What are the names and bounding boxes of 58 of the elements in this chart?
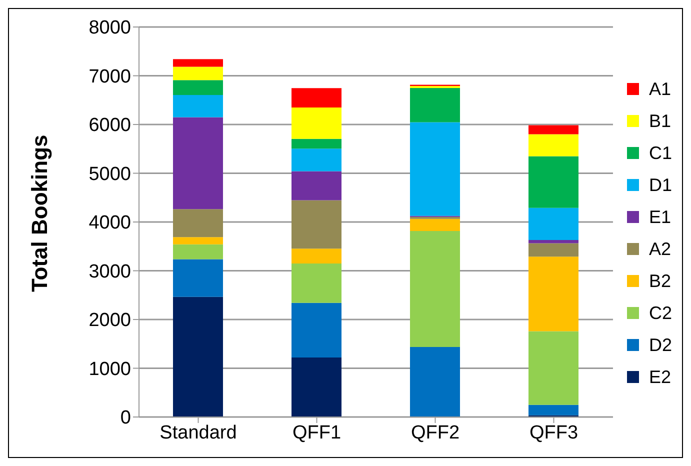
y-tick-label: 6000 bbox=[88, 115, 131, 136]
x-tick-label: Standard bbox=[160, 422, 237, 444]
bar bbox=[291, 248, 342, 264]
bar bbox=[291, 171, 342, 200]
bar bbox=[291, 302, 342, 358]
y-tick-label: 5000 bbox=[88, 164, 131, 185]
bar bbox=[291, 358, 342, 417]
bar bbox=[173, 95, 223, 118]
legend-label: E2 bbox=[648, 366, 672, 388]
bar bbox=[528, 240, 578, 244]
bar bbox=[291, 88, 342, 108]
x-tick-label: QFF3 bbox=[529, 422, 578, 444]
y-tick-label: 8000 bbox=[88, 18, 131, 39]
bar bbox=[410, 88, 460, 122]
bar bbox=[528, 208, 578, 240]
bar bbox=[410, 218, 460, 232]
y-tick-label: 4000 bbox=[88, 212, 131, 234]
bar bbox=[173, 259, 223, 297]
legend-label: A1 bbox=[648, 78, 672, 100]
x-tick-label: QFF2 bbox=[410, 422, 460, 444]
legend-label: B1 bbox=[648, 110, 672, 132]
y-tick-label: 3000 bbox=[88, 261, 131, 282]
bar bbox=[410, 122, 460, 216]
y-tick-label: 0 bbox=[120, 408, 131, 429]
bar bbox=[528, 125, 578, 134]
legend-label: A2 bbox=[648, 238, 672, 260]
bar bbox=[173, 80, 223, 96]
legend-label: C2 bbox=[648, 302, 672, 324]
bar bbox=[173, 209, 223, 238]
bar bbox=[291, 200, 342, 249]
legend-label: D1 bbox=[648, 174, 672, 196]
y-tick-label: 1000 bbox=[88, 358, 131, 380]
bar bbox=[173, 117, 223, 210]
bar bbox=[528, 256, 578, 332]
legend-label: D2 bbox=[648, 334, 672, 356]
legend-label: E1 bbox=[648, 206, 672, 228]
y-tick-label: 2000 bbox=[88, 310, 131, 332]
bar bbox=[410, 231, 460, 348]
y-axis-title: Total Bookings bbox=[26, 134, 52, 292]
x-tick-label: QFF1 bbox=[292, 422, 342, 444]
bar bbox=[528, 331, 578, 405]
bar bbox=[528, 243, 578, 257]
bar bbox=[291, 263, 342, 303]
bar bbox=[291, 138, 342, 149]
legend-label: C1 bbox=[648, 142, 672, 164]
bar bbox=[528, 404, 578, 416]
bar bbox=[173, 244, 223, 260]
bar bbox=[173, 237, 223, 244]
bar bbox=[173, 296, 223, 417]
bar bbox=[528, 134, 578, 156]
legend-label: B2 bbox=[648, 270, 672, 292]
y-tick-label: 7000 bbox=[88, 66, 131, 88]
bar bbox=[291, 107, 342, 139]
bar bbox=[291, 148, 342, 172]
bar bbox=[410, 347, 460, 417]
bar bbox=[173, 59, 223, 67]
bar bbox=[173, 66, 223, 80]
bar bbox=[528, 156, 578, 208]
